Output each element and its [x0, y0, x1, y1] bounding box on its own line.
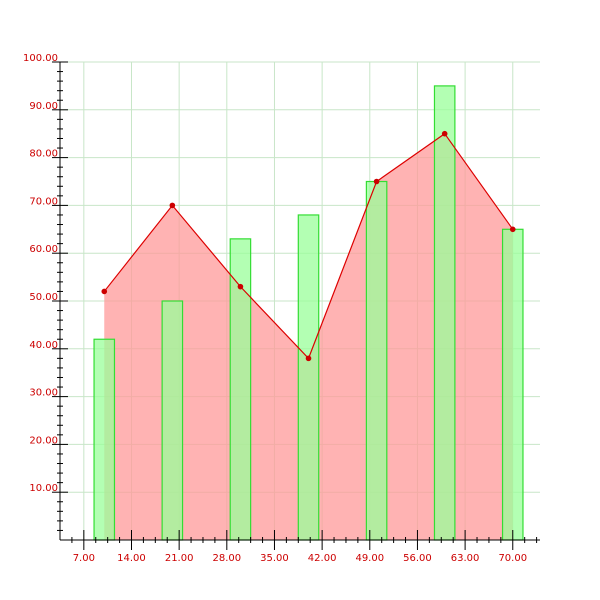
line-point [101, 288, 108, 295]
line-point [373, 178, 380, 185]
tick-labels: 7.00 14.00 21.00 28.00 35.00 42.00 49.00 56.00 6… [23, 53, 527, 564]
x-tick-label: 49.00 [355, 553, 384, 564]
line-point [509, 226, 516, 233]
y-tick-label: 30.00 [29, 388, 58, 399]
x-tick-label: 7.00 [73, 553, 95, 564]
y-tick-label: 80.00 [29, 149, 58, 160]
bar [297, 214, 320, 541]
line-point [305, 355, 312, 362]
line-point [441, 130, 448, 137]
y-tick-label: 100.00 [23, 53, 58, 64]
line-point [169, 202, 176, 209]
line-point [237, 283, 244, 290]
area-fill [104, 133, 513, 540]
bar [433, 85, 456, 541]
x-tick-label: 35.00 [260, 553, 289, 564]
y-tick-label: 10.00 [29, 483, 58, 494]
y-tick-label: 70.00 [29, 196, 58, 207]
x-tick-label: 42.00 [308, 553, 337, 564]
bar [501, 228, 524, 541]
area-series [104, 133, 513, 540]
line-series [101, 130, 516, 362]
axes [52, 61, 540, 550]
x-tick-label: 28.00 [212, 553, 241, 564]
x-tick-label: 21.00 [165, 553, 194, 564]
x-tick-label: 56.00 [403, 553, 432, 564]
bar [365, 180, 388, 541]
y-tick-label: 40.00 [29, 340, 58, 351]
y-tick-label: 20.00 [29, 435, 58, 446]
x-tick-label: 14.00 [117, 553, 146, 564]
y-tick-label: 60.00 [29, 244, 58, 255]
y-tick-label: 90.00 [29, 101, 58, 112]
y-tick-label: 50.00 [29, 292, 58, 303]
x-tick-label: 63.00 [451, 553, 480, 564]
bar [161, 300, 184, 541]
x-tick-label: 70.00 [498, 553, 527, 564]
bar [93, 338, 116, 541]
